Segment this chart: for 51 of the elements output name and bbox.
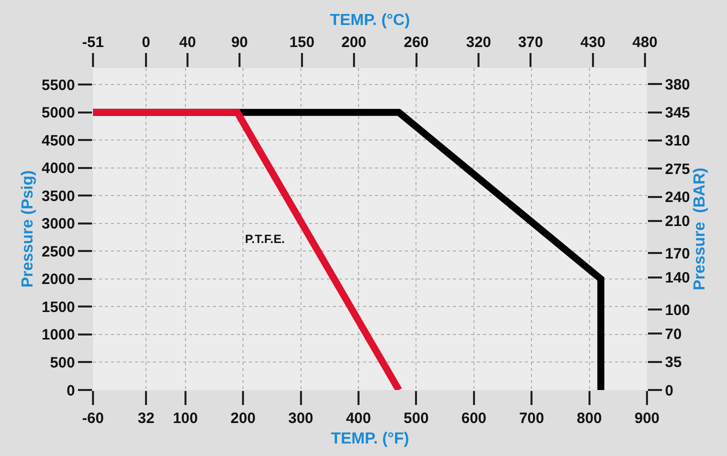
x2-tick-label: 430 bbox=[580, 34, 606, 51]
x2-tick-label: 150 bbox=[289, 34, 314, 51]
x2-tick-label: 260 bbox=[404, 34, 429, 51]
y-axis-title: Pressure (Psig) bbox=[20, 170, 37, 288]
x-tick-label: 200 bbox=[230, 410, 256, 427]
y-tick-label: 1500 bbox=[42, 298, 75, 316]
x2-tick-label: -51 bbox=[82, 34, 104, 51]
x-tick-label: 500 bbox=[404, 410, 429, 427]
x2-tick-label: 370 bbox=[518, 34, 544, 51]
x-tick-label: 900 bbox=[634, 410, 660, 427]
x-tick-label: 400 bbox=[346, 410, 371, 427]
x-tick-label: 700 bbox=[519, 410, 544, 427]
y2-tick-label: 310 bbox=[665, 132, 690, 150]
y2-tick-label: 140 bbox=[665, 270, 690, 287]
y-tick-label: 2500 bbox=[42, 243, 75, 260]
x-tick-label: 600 bbox=[461, 410, 486, 427]
y-tick-label: 4000 bbox=[42, 160, 75, 178]
y2-tick-label: 35 bbox=[665, 354, 682, 372]
y-tick-label: 4500 bbox=[42, 132, 75, 150]
y2-tick-label: 240 bbox=[665, 189, 690, 206]
x-axis-title: TEMP. (°F) bbox=[330, 430, 410, 448]
x-tick-label: 800 bbox=[576, 410, 602, 427]
y2-tick-label: 70 bbox=[665, 326, 682, 343]
y2-tick-label: 275 bbox=[665, 160, 690, 178]
x-tick-label: 300 bbox=[288, 410, 314, 427]
y2-tick-label: 100 bbox=[665, 302, 690, 319]
y2-tick-label: 0 bbox=[665, 382, 674, 400]
y-tick-label: 5500 bbox=[42, 76, 75, 94]
y-tick-label: 5000 bbox=[42, 104, 75, 122]
y2-tick-label: 210 bbox=[665, 213, 690, 230]
x-tick-label: 100 bbox=[172, 410, 198, 427]
y2-tick-label: 345 bbox=[665, 104, 690, 122]
y-tick-label: 0 bbox=[66, 382, 75, 400]
y-tick-label: 3000 bbox=[42, 216, 75, 233]
x-tick-label: -60 bbox=[82, 410, 104, 427]
x2-tick-label: 90 bbox=[231, 34, 248, 51]
x2-tick-label: 480 bbox=[632, 34, 658, 51]
x2-tick-label: 40 bbox=[179, 34, 196, 51]
x2-axis-title: TEMP. (°C) bbox=[330, 12, 410, 29]
x2-tick-label: 320 bbox=[466, 34, 492, 51]
x2-tick-label: 0 bbox=[142, 34, 150, 51]
y2-axis-title: Pressure (BAR) bbox=[692, 168, 709, 290]
annotation: P.T.F.E. bbox=[245, 232, 285, 246]
x-tick-label: 32 bbox=[138, 410, 154, 427]
y2-tick-label: 170 bbox=[665, 245, 690, 262]
y-tick-label: 1000 bbox=[42, 326, 75, 344]
y-tick-label: 3500 bbox=[42, 188, 75, 205]
x2-tick-label: 200 bbox=[341, 34, 366, 51]
y-tick-label: 500 bbox=[50, 354, 75, 372]
y-tick-label: 2000 bbox=[42, 271, 75, 288]
y2-tick-label: 380 bbox=[665, 76, 690, 94]
